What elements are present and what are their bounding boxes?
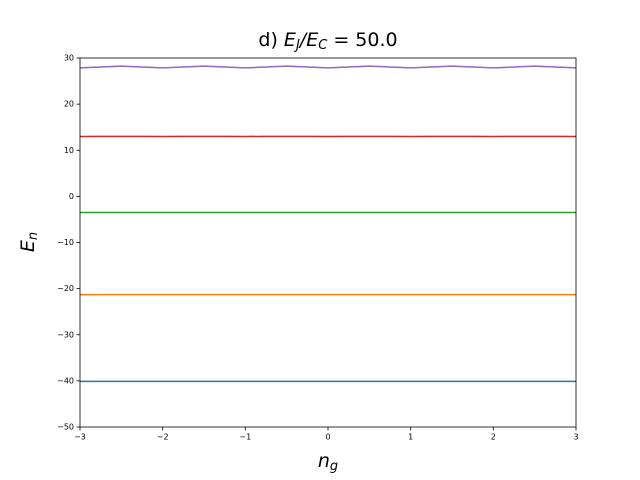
- x-tick-label: 2: [491, 433, 496, 442]
- title-part: /: [298, 29, 309, 51]
- y-tick-label: 30: [64, 54, 74, 63]
- title-part: J: [293, 38, 300, 53]
- x-tick-label: 3: [573, 433, 578, 442]
- y-axis-label: En: [17, 232, 41, 252]
- title-part: d): [258, 29, 284, 51]
- title-part: C: [318, 38, 328, 53]
- y-tick-label: 0: [69, 192, 74, 201]
- x-tick-label: 0: [325, 433, 330, 442]
- x-tick-label: −1: [239, 433, 251, 442]
- title-part: E: [306, 29, 318, 51]
- title-part: = 50.0: [327, 29, 397, 51]
- label-part: n: [26, 232, 41, 240]
- x-tick-label: −2: [157, 433, 169, 442]
- label-part: g: [330, 459, 338, 474]
- label-part: n: [318, 450, 330, 472]
- label-part: E: [17, 240, 39, 252]
- x-tick-label: 1: [408, 433, 413, 442]
- series-line: [79, 65, 577, 69]
- y-tick-label: −30: [57, 330, 74, 339]
- chart-title: d) EJ/EC = 50.0: [258, 29, 397, 53]
- title-part: E: [284, 29, 296, 51]
- x-axis-label: ng: [318, 450, 338, 474]
- y-tick-label: −20: [57, 284, 74, 293]
- x-tick-label: −3: [74, 433, 86, 442]
- axes-frame: [79, 57, 577, 428]
- y-tick-label: −10: [57, 238, 74, 247]
- y-tick-label: 10: [64, 146, 74, 155]
- y-tick-label: 20: [64, 100, 74, 109]
- y-tick-label: −40: [57, 376, 74, 385]
- y-tick-label: −50: [57, 423, 74, 432]
